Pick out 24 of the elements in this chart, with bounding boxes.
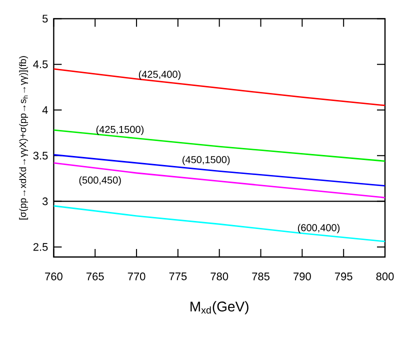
line-series bbox=[54, 68, 385, 106]
x-axis-title: M$_{xd}$(GeV) bbox=[190, 301, 248, 314]
series-label: (600,400) bbox=[298, 224, 340, 234]
series-label: (450,1500) bbox=[182, 156, 230, 166]
x-tick-label: 765 bbox=[86, 272, 104, 280]
x-tick-label: 800 bbox=[376, 272, 394, 280]
y-tick-label: 4 bbox=[42, 106, 48, 114]
y-tick-label: 5 bbox=[42, 14, 48, 23]
y-tick-label: 4.5 bbox=[33, 60, 48, 68]
y-tick-label: 2.5 bbox=[33, 243, 48, 251]
x-tick-label: 775 bbox=[169, 272, 187, 280]
x-tick-label: 795 bbox=[334, 272, 352, 280]
series-label: (425,400) bbox=[138, 70, 180, 80]
series-label: (425,1500) bbox=[96, 126, 144, 135]
y-tick-label: 3.5 bbox=[33, 152, 48, 160]
x-tick-label: 780 bbox=[210, 272, 228, 280]
x-tick-label: 790 bbox=[294, 272, 311, 280]
x-tick-label: 785 bbox=[252, 272, 270, 280]
y-axis-title: [σ(pp→xdXd→γγX)+σ(pp→s$_{h}$→γγ)](fb) bbox=[19, 56, 28, 220]
x-tick-label: 770 bbox=[128, 272, 146, 280]
x-tick-label: 760 bbox=[45, 272, 62, 280]
y-tick-label: 3 bbox=[42, 197, 48, 206]
line-series bbox=[54, 205, 385, 242]
series-label: (500,450) bbox=[79, 176, 121, 186]
